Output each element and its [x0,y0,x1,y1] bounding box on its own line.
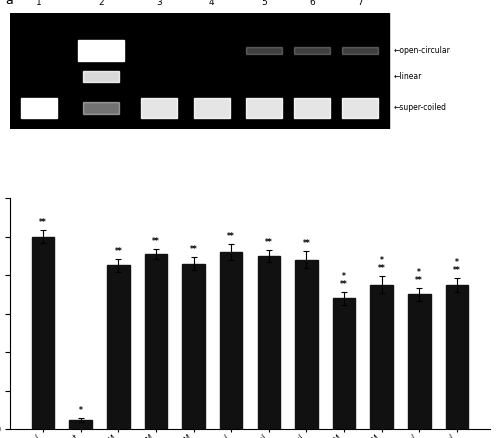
Bar [220,252,242,429]
Text: 1: 1 [36,0,42,7]
Bar [294,47,330,53]
Text: a: a [5,0,13,7]
Bar [78,40,124,60]
Text: **: ** [228,233,235,241]
Text: ←open-circular: ←open-circular [394,46,451,55]
Bar [144,254,167,429]
Text: ←linear: ←linear [394,72,422,81]
Text: **: ** [265,238,272,247]
Text: 4: 4 [209,0,214,7]
Text: *: * [342,272,346,281]
Bar [21,98,57,118]
Text: **: ** [190,245,198,254]
Bar [333,298,355,429]
Bar [107,265,130,429]
Text: 6: 6 [310,0,316,7]
Text: ←super-coiled: ←super-coiled [394,103,447,113]
Text: 7: 7 [358,0,364,7]
Text: *: * [380,257,384,265]
Bar [246,47,282,53]
Text: **: ** [302,239,310,248]
Bar [194,98,230,118]
Text: 2: 2 [98,0,104,7]
Text: *: * [418,268,421,277]
Bar [246,98,282,118]
Bar [408,294,430,429]
Text: 5: 5 [262,0,268,7]
Bar [342,98,378,118]
Bar [32,237,54,429]
Text: **: ** [114,247,122,256]
Bar [10,13,389,129]
Bar [141,98,177,118]
Bar [295,260,318,429]
Bar [258,256,280,429]
Bar [446,285,468,429]
Text: 3: 3 [156,0,162,7]
Bar [83,71,119,82]
Text: **: ** [152,237,160,246]
Bar [70,420,92,429]
Text: **: ** [340,279,348,289]
Text: **: ** [39,218,47,227]
Bar [182,264,205,429]
Bar [342,47,378,53]
Text: **: ** [416,276,423,285]
Text: *: * [455,258,459,268]
Text: **: ** [378,264,386,273]
Bar [83,102,119,114]
Text: *: * [79,406,82,415]
Text: **: ** [453,266,461,275]
Bar [370,285,393,429]
Bar [294,98,330,118]
